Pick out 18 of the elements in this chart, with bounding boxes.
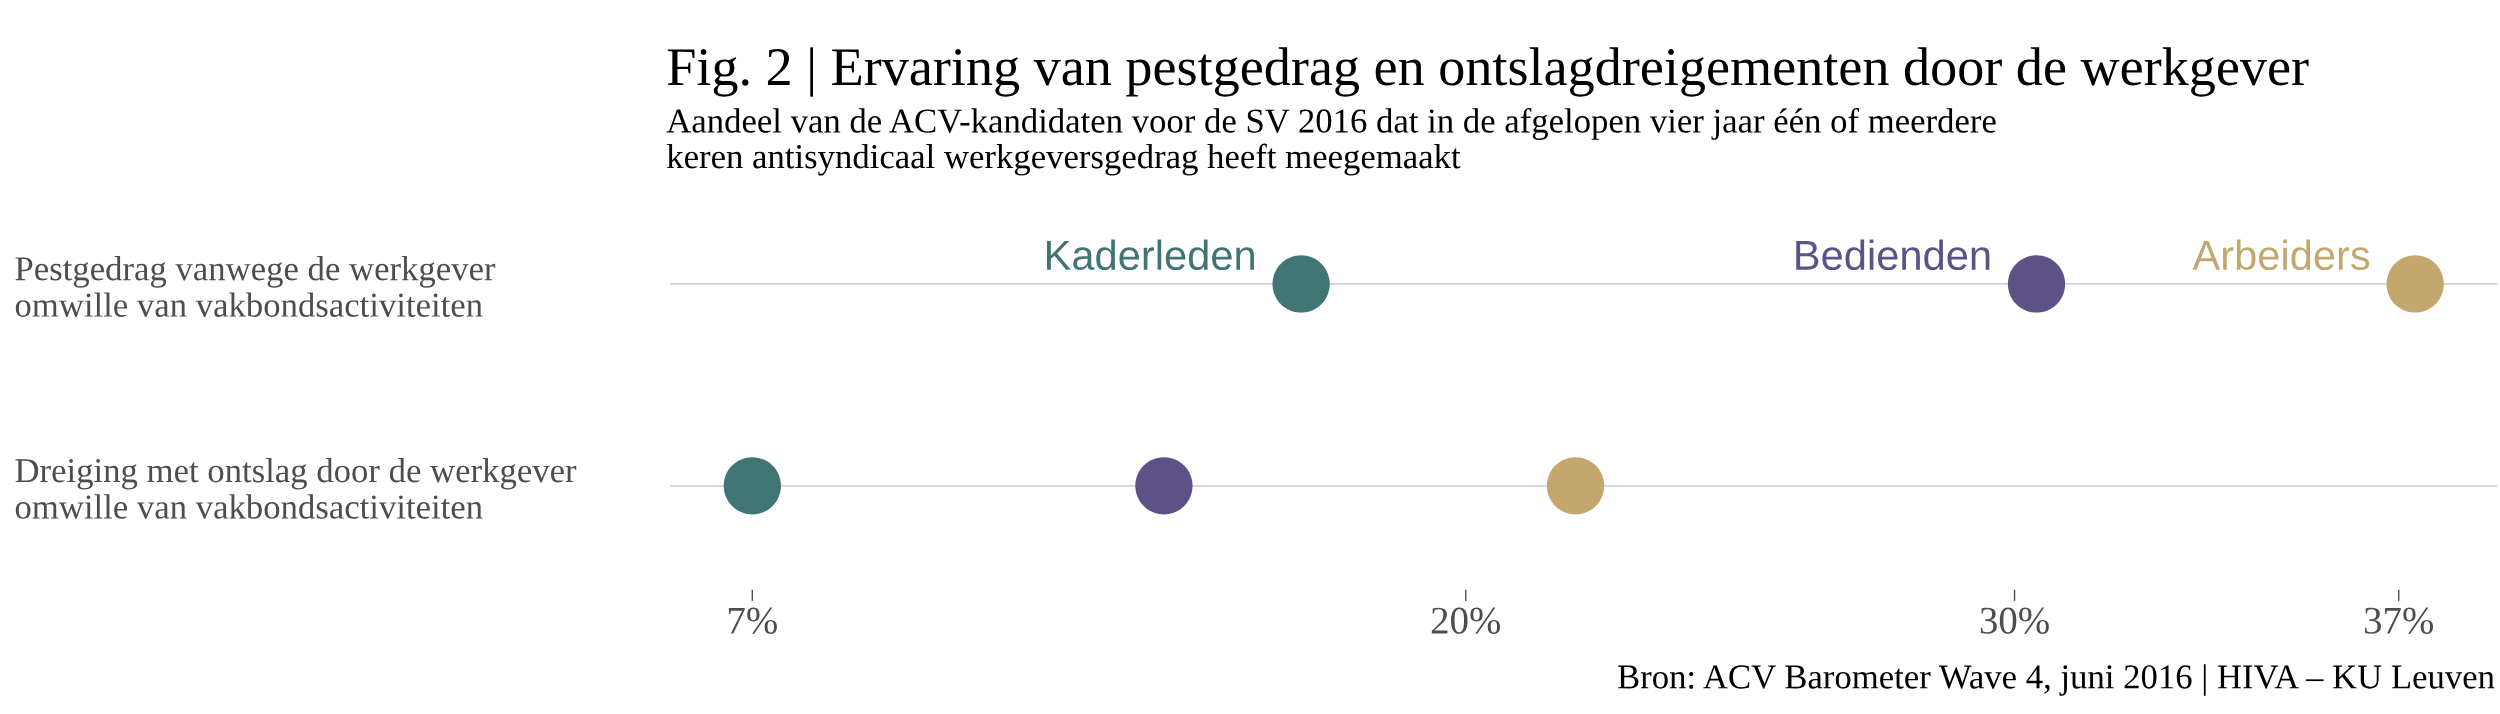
x-tick-label: 7%	[728, 607, 777, 634]
x-tick-label: 20%	[1431, 607, 1501, 634]
point	[723, 457, 781, 515]
series-label: Arbeiders	[2192, 239, 2370, 271]
point	[1546, 457, 1605, 515]
series-label: Bedienden	[1796, 239, 1990, 271]
text: Bron: ACV Barometer Wave 4, juni 2016 | HIVA – KU Leuven	[1618, 664, 2495, 696]
chart-subtitle: Aandeel van de ACV-kandidaten voor de SV 2016 dat in de afgelopen vier jaar één of meerdere keren antisyndicaal werkgeversgedrag heeft meegemaakt	[666, 108, 1996, 176]
point	[1135, 457, 1193, 515]
point	[2007, 255, 2066, 313]
x-tick-label: 30%	[1980, 607, 2049, 634]
y-tick-label: Pestgedrag vanwege de werkgever omwille van vakbondsactiviteiten	[15, 256, 496, 317]
point	[2386, 255, 2444, 313]
y-tick-label: Dreiging met ontslag door de werkgever omwille van vakbondsactiviteiten	[15, 457, 577, 519]
chart-title: Fig. 2 | Ervaring van pestgedrag en ontslagdreigementen door de werkgever	[667, 47, 2309, 97]
x-tick-label: 37%	[2364, 607, 2434, 634]
series-label: Kaderleden	[1046, 239, 1254, 271]
point	[1272, 255, 1330, 313]
